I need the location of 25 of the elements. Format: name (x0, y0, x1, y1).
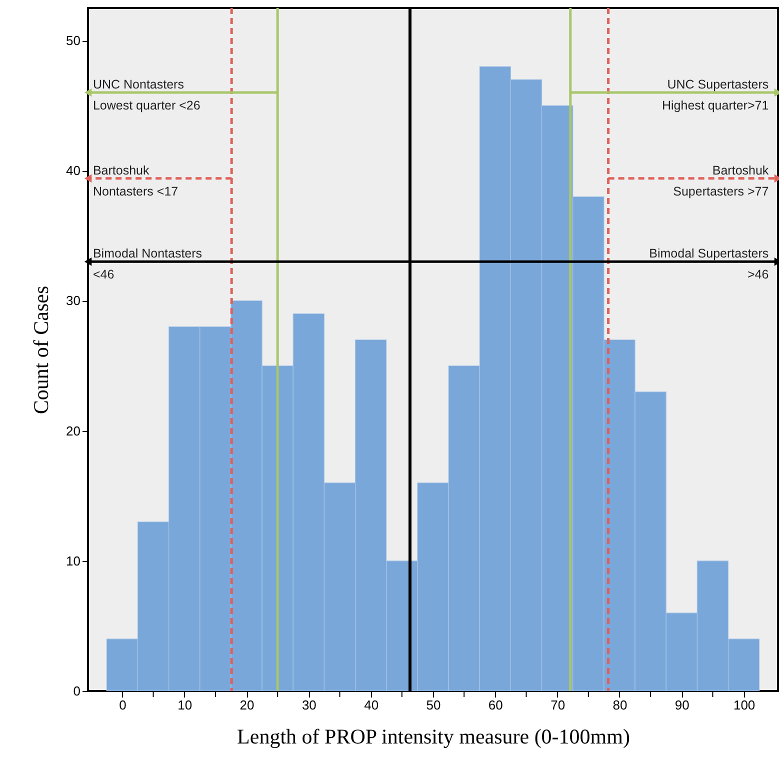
y-tick-label: 0 (73, 684, 80, 698)
x-tick-label: 10 (178, 698, 192, 712)
y-tick-label: 50 (66, 33, 80, 48)
annotation: UNC Nontasters Lowest quarter <26 (92, 78, 200, 113)
annotation: Bimodal Nontasters <46 (92, 246, 202, 282)
x-tick-label: 20 (240, 698, 254, 712)
y-tick-label: 10 (66, 553, 80, 568)
y-tick-label: 40 (66, 163, 80, 178)
y-axis-title: Count of Cases (29, 286, 54, 414)
annotation: Bartoshuk Supertasters >77 (673, 163, 770, 198)
x-tick-label: 50 (426, 698, 441, 712)
x-tick-label: 30 (302, 698, 316, 712)
x-tick-label: 80 (612, 698, 628, 712)
x-tick-label: 60 (488, 698, 503, 712)
annotation: Bartoshuk Nontasters <17 (92, 163, 178, 198)
annotation: Bimodal Supertasters >46 (649, 246, 769, 282)
annotation: UNC Supertasters Highest quarter>71 (662, 78, 769, 113)
x-tick-label: 70 (550, 698, 566, 712)
x-tick-label: 40 (364, 698, 379, 712)
x-tick-label: 90 (674, 698, 690, 712)
x-tick-label: 100 (733, 698, 756, 712)
y-tick-label: 20 (66, 423, 80, 438)
y-tick-label: 30 (66, 293, 80, 308)
x-tick-label: 0 (119, 698, 126, 712)
x-axis-title: Length of PROP intensity measure (0-100mm) (237, 724, 630, 748)
